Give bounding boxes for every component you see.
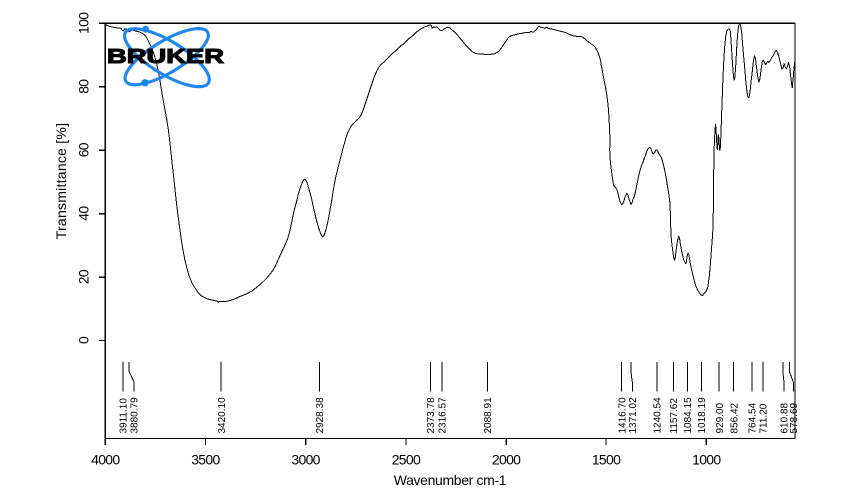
svg-text:578.69: 578.69 (789, 402, 800, 433)
svg-text:2928.38: 2928.38 (315, 397, 326, 434)
svg-text:929.00: 929.00 (715, 402, 726, 433)
svg-text:711.20: 711.20 (758, 403, 769, 433)
svg-text:BRUKER: BRUKER (107, 46, 225, 68)
svg-text:2316.57: 2316.57 (437, 397, 448, 434)
svg-text:0: 0 (76, 336, 92, 344)
svg-text:100: 100 (76, 12, 92, 34)
svg-text:1500: 1500 (592, 451, 621, 467)
svg-text:3880.79: 3880.79 (130, 397, 141, 434)
svg-text:1240.54: 1240.54 (653, 397, 664, 434)
svg-text:20: 20 (76, 269, 92, 284)
svg-text:2000: 2000 (492, 451, 521, 467)
svg-text:2373.78: 2373.78 (426, 397, 437, 434)
svg-text:1084.15: 1084.15 (683, 397, 694, 434)
svg-text:764.54: 764.54 (748, 402, 759, 433)
svg-text:1000: 1000 (692, 451, 721, 467)
svg-text:60: 60 (76, 142, 92, 157)
svg-text:80: 80 (76, 79, 92, 94)
svg-text:3500: 3500 (191, 451, 220, 467)
svg-text:856.42: 856.42 (729, 402, 740, 433)
svg-text:3420.10: 3420.10 (217, 397, 228, 434)
svg-text:3911.10: 3911.10 (119, 398, 130, 434)
svg-text:2500: 2500 (392, 451, 421, 467)
svg-text:Transmittance [%]: Transmittance [%] (53, 123, 69, 240)
svg-text:40: 40 (76, 206, 92, 221)
svg-text:Wavenumber cm-1: Wavenumber cm-1 (394, 472, 507, 488)
svg-text:4000: 4000 (91, 451, 120, 467)
svg-text:2088.91: 2088.91 (483, 397, 494, 434)
svg-text:610.88: 610.88 (780, 402, 791, 433)
svg-text:1371.02: 1371.02 (628, 397, 639, 434)
svg-text:1018.19: 1018.19 (697, 397, 708, 434)
svg-text:1416.70: 1416.70 (617, 397, 628, 434)
svg-text:3000: 3000 (291, 451, 320, 467)
svg-text:1157.62: 1157.62 (669, 398, 680, 434)
